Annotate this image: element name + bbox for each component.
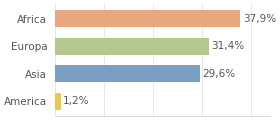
Text: 29,6%: 29,6% — [202, 69, 235, 79]
Bar — [55, 93, 61, 110]
Bar — [55, 10, 241, 27]
Bar — [55, 38, 209, 55]
Bar — [55, 65, 200, 82]
Text: 1,2%: 1,2% — [63, 96, 90, 106]
Text: 31,4%: 31,4% — [211, 41, 244, 51]
Text: 37,9%: 37,9% — [243, 14, 276, 24]
